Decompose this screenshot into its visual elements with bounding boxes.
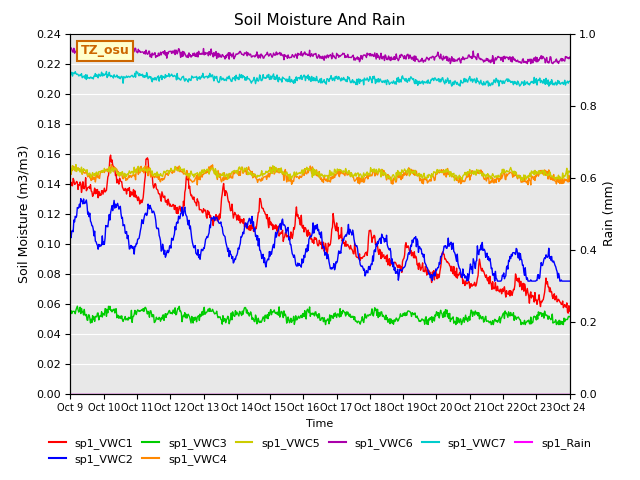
sp1_VWC2 [67, 228, 74, 234]
sp1_VWC3 [322, 322, 330, 327]
sp1_Rain [176, 391, 184, 396]
sp1_VWC3 [313, 313, 321, 319]
sp1_VWC4 [566, 179, 573, 184]
sp1_VWC5 [361, 171, 369, 177]
sp1_VWC4 [198, 174, 206, 180]
sp1_VWC3 [198, 309, 206, 314]
sp1_VWC7 [448, 83, 456, 89]
sp1_VWC6 [447, 60, 454, 66]
sp1_VWC6 [566, 54, 573, 60]
sp1_VWC2 [566, 278, 573, 284]
sp1_VWC7 [410, 80, 418, 86]
sp1_Rain [198, 391, 205, 396]
sp1_VWC4 [108, 161, 115, 167]
sp1_VWC6 [361, 52, 369, 58]
Line: sp1_VWC2: sp1_VWC2 [70, 199, 570, 281]
sp1_VWC3 [566, 314, 573, 320]
sp1_VWC4 [527, 182, 534, 188]
sp1_VWC4 [410, 170, 418, 176]
sp1_VWC6 [100, 45, 108, 50]
sp1_VWC6 [198, 51, 206, 57]
Line: sp1_VWC4: sp1_VWC4 [70, 164, 570, 185]
sp1_VWC5 [72, 162, 80, 168]
sp1_VWC4 [361, 175, 369, 180]
sp1_VWC5 [410, 170, 418, 176]
Line: sp1_VWC3: sp1_VWC3 [70, 306, 570, 324]
sp1_VWC4 [67, 168, 74, 174]
sp1_VWC2 [410, 235, 418, 241]
sp1_VWC5 [313, 171, 321, 177]
Line: sp1_VWC7: sp1_VWC7 [70, 72, 570, 86]
sp1_VWC3 [522, 322, 529, 327]
sp1_VWC1 [198, 209, 206, 215]
sp1_VWC2 [177, 211, 184, 216]
sp1_VWC5 [67, 168, 74, 174]
sp1_VWC7 [522, 82, 529, 87]
sp1_Rain [360, 391, 368, 396]
sp1_VWC6 [67, 46, 74, 51]
sp1_VWC7 [198, 74, 206, 80]
Text: TZ_osu: TZ_osu [81, 44, 129, 58]
sp1_Rain [410, 391, 417, 396]
sp1_VWC2 [361, 273, 369, 279]
Line: sp1_VWC5: sp1_VWC5 [70, 165, 570, 180]
sp1_VWC3 [67, 311, 74, 317]
sp1_VWC1 [361, 251, 369, 256]
sp1_VWC5 [177, 166, 184, 172]
sp1_VWC1 [313, 237, 321, 242]
sp1_VWC1 [564, 310, 572, 316]
sp1_VWC1 [67, 181, 74, 187]
sp1_VWC7 [177, 77, 184, 83]
sp1_VWC5 [451, 178, 458, 183]
sp1_Rain [67, 391, 74, 396]
Y-axis label: Soil Moisture (m3/m3): Soil Moisture (m3/m3) [17, 144, 30, 283]
sp1_VWC4 [177, 168, 184, 174]
sp1_Rain [312, 391, 320, 396]
sp1_VWC5 [522, 172, 529, 178]
sp1_VWC7 [313, 73, 321, 79]
sp1_VWC6 [410, 53, 418, 59]
sp1_VWC4 [313, 167, 321, 173]
sp1_VWC1 [566, 308, 573, 314]
sp1_VWC6 [313, 54, 321, 60]
sp1_VWC3 [74, 303, 81, 309]
sp1_VWC2 [463, 278, 471, 284]
sp1_VWC6 [522, 59, 529, 64]
sp1_VWC1 [521, 281, 529, 287]
sp1_Rain [566, 391, 573, 396]
sp1_VWC4 [521, 176, 529, 181]
sp1_VWC3 [177, 308, 184, 314]
sp1_VWC5 [198, 167, 206, 173]
sp1_VWC7 [361, 76, 369, 82]
X-axis label: Time: Time [307, 419, 333, 429]
sp1_VWC3 [411, 310, 419, 316]
sp1_VWC6 [177, 55, 184, 60]
Line: sp1_VWC6: sp1_VWC6 [70, 48, 570, 63]
Legend: sp1_VWC1, sp1_VWC2, sp1_VWC3, sp1_VWC4, sp1_VWC5, sp1_VWC6, sp1_VWC7, sp1_Rain: sp1_VWC1, sp1_VWC2, sp1_VWC3, sp1_VWC4, … [45, 433, 595, 469]
sp1_VWC7 [67, 70, 74, 75]
sp1_VWC1 [107, 152, 115, 158]
sp1_VWC7 [566, 78, 573, 84]
sp1_VWC1 [410, 249, 418, 255]
sp1_Rain [520, 391, 528, 396]
Title: Soil Moisture And Rain: Soil Moisture And Rain [234, 13, 406, 28]
sp1_VWC5 [566, 169, 573, 175]
sp1_VWC1 [177, 208, 184, 214]
Y-axis label: Rain (mm): Rain (mm) [603, 181, 616, 246]
sp1_VWC2 [522, 265, 529, 271]
Line: sp1_VWC1: sp1_VWC1 [70, 155, 570, 313]
sp1_VWC7 [132, 69, 140, 74]
sp1_VWC3 [362, 315, 370, 321]
sp1_VWC2 [198, 248, 206, 253]
sp1_VWC2 [77, 196, 84, 202]
sp1_VWC2 [313, 226, 321, 231]
